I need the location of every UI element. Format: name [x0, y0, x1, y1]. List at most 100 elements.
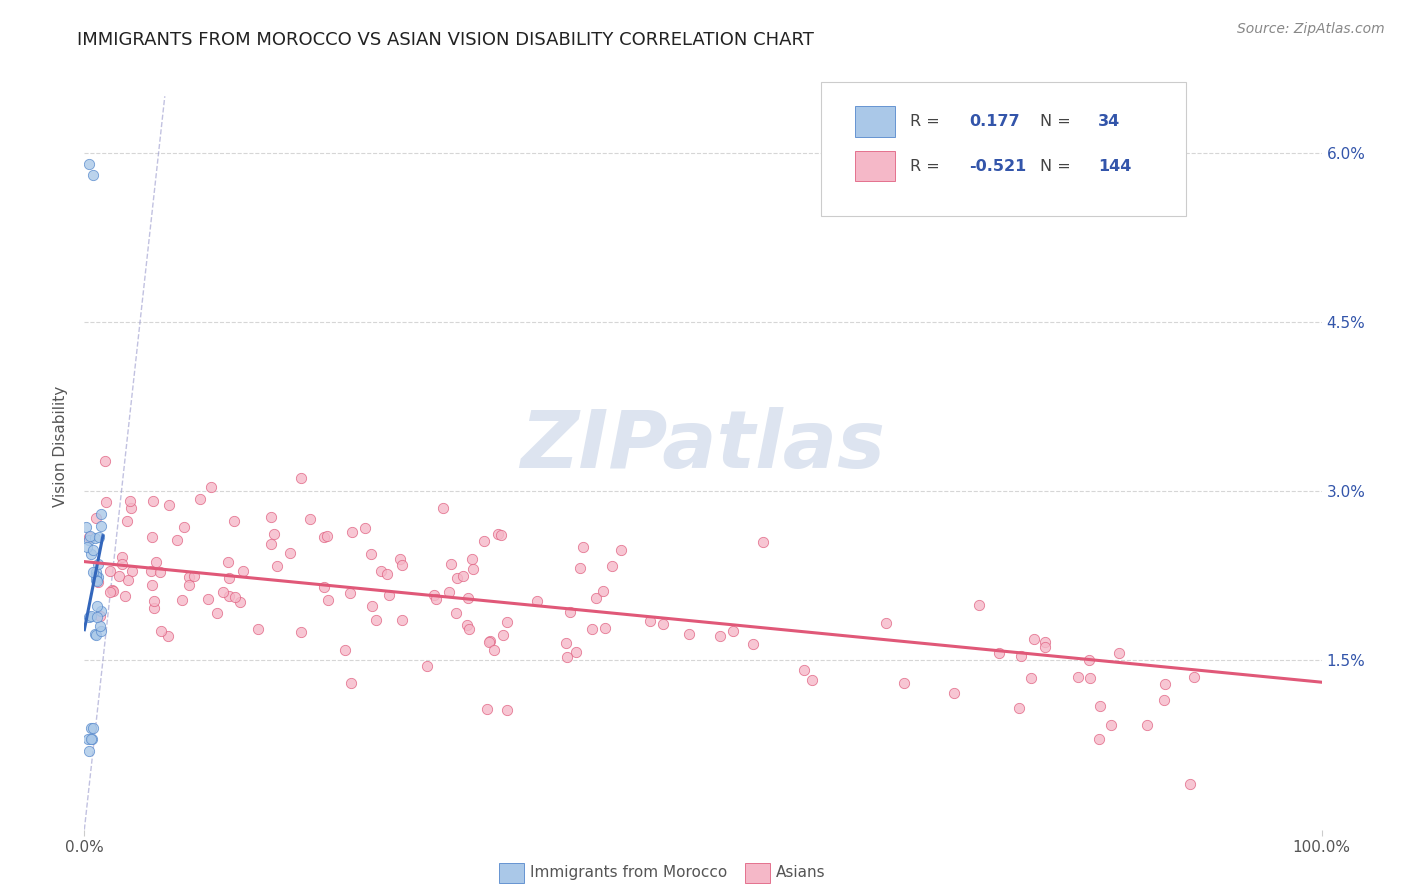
Text: IMMIGRANTS FROM MOROCCO VS ASIAN VISION DISABILITY CORRELATION CHART: IMMIGRANTS FROM MOROCCO VS ASIAN VISION …	[77, 31, 814, 49]
Point	[1178, 777, 1201, 791]
Point	[875, 615, 897, 630]
Point	[86, 570, 108, 584]
Point	[117, 515, 139, 529]
Point	[118, 494, 141, 508]
Point	[188, 492, 211, 507]
Point	[86, 574, 108, 588]
Point	[217, 555, 239, 569]
Point	[568, 561, 591, 575]
Point	[149, 566, 172, 580]
Point	[585, 591, 607, 605]
Point	[177, 577, 200, 591]
Bar	[855, 106, 894, 136]
Point	[177, 570, 200, 584]
Point	[391, 558, 413, 572]
Point	[142, 600, 165, 615]
Point	[370, 564, 392, 578]
Point	[84, 628, 107, 642]
Point	[141, 530, 163, 544]
Point	[110, 558, 132, 572]
Point	[290, 624, 312, 639]
Point	[246, 622, 269, 636]
Point	[98, 585, 121, 599]
Point	[1136, 718, 1159, 732]
Point	[1153, 693, 1175, 707]
Point	[572, 540, 595, 554]
Point	[86, 557, 108, 571]
Point	[77, 609, 100, 624]
Point	[1088, 732, 1111, 747]
Point	[560, 605, 582, 619]
Point	[592, 584, 614, 599]
Point	[593, 621, 616, 635]
Point	[79, 732, 101, 747]
Point	[893, 675, 915, 690]
Point	[315, 529, 337, 543]
Point	[967, 598, 990, 612]
Point	[793, 663, 815, 677]
Point	[340, 676, 363, 690]
Point	[205, 607, 228, 621]
Point	[142, 594, 165, 608]
Point	[1184, 670, 1206, 684]
Point	[197, 592, 219, 607]
Point	[709, 629, 731, 643]
Point	[263, 527, 285, 541]
Text: 34: 34	[1098, 114, 1121, 129]
Point	[456, 618, 478, 632]
Text: 0.177: 0.177	[969, 114, 1019, 129]
Point	[318, 593, 340, 607]
Point	[114, 589, 136, 603]
Point	[640, 614, 662, 628]
Point	[375, 567, 398, 582]
Point	[486, 527, 509, 541]
Point	[89, 619, 111, 633]
Point	[80, 732, 103, 747]
Point	[1078, 671, 1101, 685]
Point	[218, 589, 240, 603]
Point	[1154, 676, 1177, 690]
Text: N =: N =	[1039, 159, 1076, 174]
Text: 144: 144	[1098, 159, 1130, 174]
Point	[377, 588, 399, 602]
Point	[117, 573, 139, 587]
Point	[340, 524, 363, 539]
Point	[1019, 672, 1042, 686]
Point	[76, 541, 98, 555]
Point	[389, 552, 412, 566]
Point	[581, 622, 603, 636]
Point	[222, 514, 245, 528]
Point	[212, 584, 235, 599]
Point	[232, 564, 254, 578]
Point	[79, 547, 101, 561]
Point	[77, 732, 100, 747]
Point	[84, 511, 107, 525]
Point	[170, 593, 193, 607]
Point	[79, 157, 101, 171]
Point	[89, 609, 111, 624]
Point	[156, 630, 179, 644]
Point	[437, 585, 460, 599]
Point	[87, 530, 110, 544]
Point	[278, 546, 301, 560]
Point	[440, 557, 463, 571]
Point	[142, 494, 165, 508]
Point	[90, 518, 112, 533]
Point	[260, 536, 283, 550]
Point	[555, 636, 578, 650]
Point	[299, 512, 322, 526]
Point	[312, 580, 335, 594]
Point	[86, 610, 108, 624]
Point	[94, 454, 117, 468]
Point	[458, 623, 481, 637]
Point	[496, 703, 519, 717]
Point	[1067, 670, 1090, 684]
Point	[84, 566, 107, 580]
Point	[86, 575, 108, 590]
Point	[224, 590, 246, 604]
Point	[1099, 717, 1122, 731]
Point	[489, 528, 512, 542]
Point	[1088, 698, 1111, 713]
Point	[141, 577, 163, 591]
Point	[391, 614, 413, 628]
